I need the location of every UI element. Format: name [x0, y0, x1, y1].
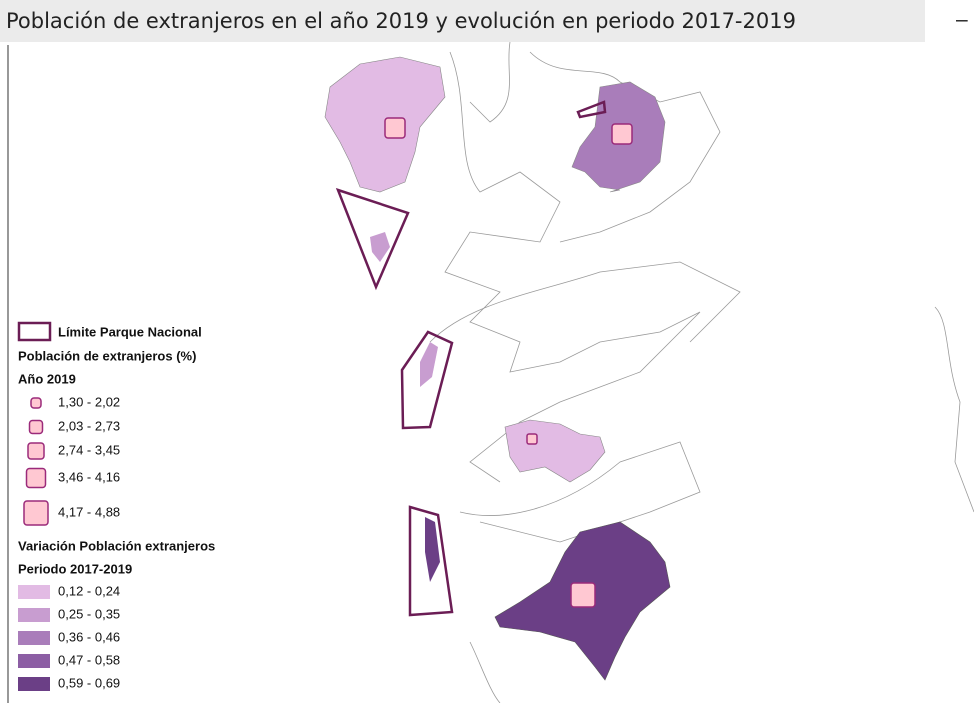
size-symbol: [28, 419, 44, 435]
map: Límite Parque Nacional Población de extr…: [7, 42, 974, 703]
size-label: 1,30 - 2,02: [58, 394, 120, 409]
legend: Límite Parque Nacional Población de extr…: [17, 321, 215, 691]
island: [420, 342, 438, 387]
class-swatch: [18, 654, 50, 668]
map-title: Población de extranjeros en el año 2019 …: [6, 9, 796, 33]
coastlines: [429, 42, 974, 703]
class-label: 0,59 - 0,69: [58, 675, 120, 690]
class-swatch: [18, 608, 50, 622]
size-symbol: [30, 397, 42, 409]
legend-heading: Población de extranjeros (%): [18, 348, 196, 363]
class-label: 0,47 - 0,58: [58, 652, 120, 667]
legend-year: Año 2019: [18, 371, 76, 386]
legend-park: Límite Parque Nacional: [58, 324, 202, 339]
class-swatch: [18, 585, 50, 599]
class-label: 0,36 - 0,46: [58, 629, 120, 644]
island: [370, 232, 390, 262]
park-boundaries: [335, 100, 607, 617]
legend-period: Periodo 2017-2019: [18, 561, 132, 576]
size-label: 3,46 - 4,16: [58, 469, 120, 484]
size-label: 2,03 - 2,73: [58, 418, 120, 433]
size-label: 2,74 - 3,45: [58, 442, 120, 457]
regions: [324, 56, 671, 681]
symbols: [384, 117, 633, 608]
class-swatch: [18, 631, 50, 645]
island: [425, 517, 440, 582]
class-label: 0,12 - 0,24: [58, 583, 120, 598]
minimize-button[interactable]: –: [956, 8, 968, 31]
park-swatch: [17, 321, 52, 342]
class-label: 0,25 - 0,35: [58, 606, 120, 621]
region: [504, 419, 606, 483]
class-swatch: [18, 677, 50, 691]
size-label: 4,17 - 4,88: [58, 504, 120, 519]
size-symbol: [27, 442, 45, 460]
legend-variation: Variación Población extranjeros: [18, 538, 215, 553]
size-symbol: [25, 467, 47, 489]
size-symbol: [23, 500, 49, 526]
title-bar: [0, 0, 925, 42]
